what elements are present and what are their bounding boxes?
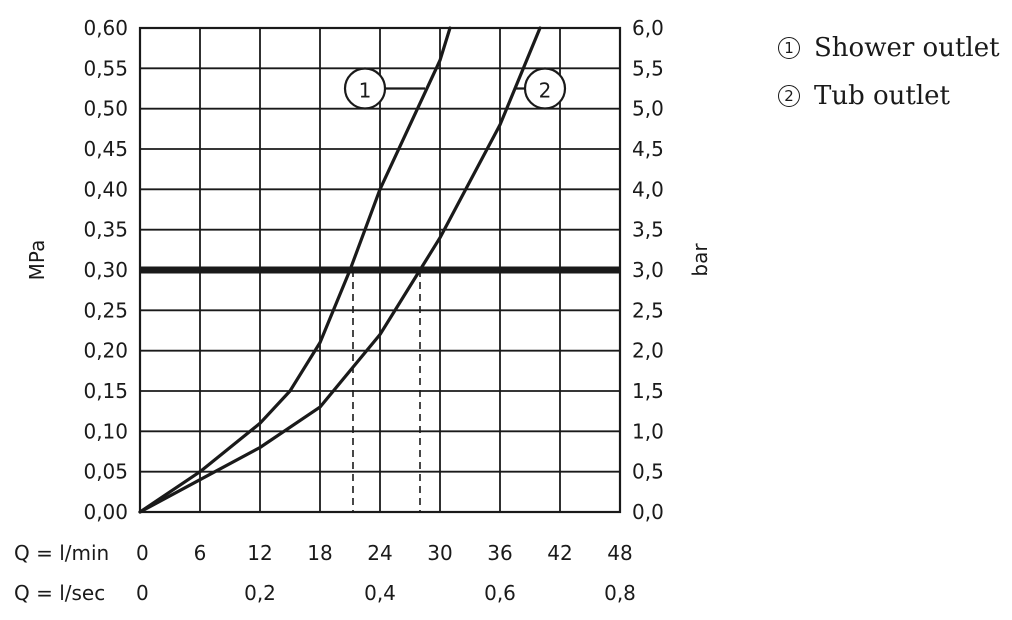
y-right-tick-label: 4,0 [632,177,664,201]
x-tick-label: 6 [194,541,207,565]
y-right-tick-label: 2,0 [632,339,664,363]
x-tick-label: 0 [136,541,149,565]
x-tick-label: 18 [307,541,332,565]
drop-lines [352,270,421,512]
legend-item-shower: 1 Shower outlet [778,24,1000,72]
legend-label-shower: Shower outlet [814,33,1000,63]
callout-number-2: 2 [539,79,552,103]
y-right-tick-label: 3,0 [632,258,664,282]
y-left-tick-label: 0,15 [83,379,128,403]
legend: 1 Shower outlet 2 Tub outlet [778,24,1000,120]
y-left-tick-label: 0,50 [83,97,128,121]
callout-number-1: 1 [359,79,372,103]
legend-marker-2: 2 [778,85,800,107]
x-tick-label: 0,8 [604,581,636,605]
y-right-tick-label: 5,0 [632,97,664,121]
curves [138,26,542,514]
y-left-tick-label: 0,25 [83,298,128,322]
plot-frame [138,26,622,514]
x-tick-label: 0 [136,581,149,605]
y-left-tick-label: 0,40 [83,177,128,201]
y-left-tick-label: 0,45 [83,137,128,161]
y-left-ticks: 0,00 0,05 0,10 0,15 0,20 0,25 0,30 0,35 0,40 0,45… [83,16,128,524]
legend-label-tub: Tub outlet [814,81,950,111]
x-tick-label: 12 [247,541,272,565]
x-tick-label: 30 [427,541,452,565]
y-left-tick-label: 0,05 [83,460,128,484]
y-right-tick-label: 6,0 [632,16,664,40]
x-axis-rows: Q = l/min 0 6 12 18 24 30 36 42 48 Q = l/sec 0 0,2 0,… [14,541,636,605]
callout-circle-2 [523,67,567,110]
curve-series-1 [138,26,452,514]
y-left-axis-title: MPa [25,240,49,281]
y-left-tick-label: 0,20 [83,339,128,363]
y-right-tick-label: 0,5 [632,460,664,484]
y-right-tick-label: 2,5 [632,298,664,322]
curve-series-2 [138,26,542,514]
x-tick-label: 48 [607,541,632,565]
x-row-label: Q = l/sec [14,581,105,605]
y-right-tick-label: 1,0 [632,419,664,443]
y-left-tick-label: 0,00 [83,500,128,524]
y-left-tick-label: 0,35 [83,218,128,242]
legend-item-tub: 2 Tub outlet [778,72,1000,120]
y-left-tick-label: 0,60 [83,16,128,40]
y-left-tick-label: 0,10 [83,419,128,443]
x-row-label: Q = l/min [14,541,109,565]
y-right-tick-label: 4,5 [632,137,664,161]
x-tick-label: 24 [367,541,392,565]
y-right-tick-label: 5,5 [632,56,664,80]
y-left-tick-label: 0,55 [83,56,128,80]
x-tick-label: 0,4 [364,581,396,605]
y-right-ticks: 0,0 0,5 1,0 1,5 2,0 2,5 3,0 3,5 4,0 4,5 5,0 5,5 6,0 [632,16,664,524]
x-tick-label: 42 [547,541,572,565]
x-tick-label: 36 [487,541,512,565]
y-right-tick-label: 1,5 [632,379,664,403]
callout-circle-1 [343,67,387,110]
x-tick-label: 0,2 [244,581,276,605]
x-tick-label: 0,6 [484,581,516,605]
y-left-tick-label: 0,30 [83,258,128,282]
y-right-tick-label: 0,0 [632,500,664,524]
legend-marker-1: 1 [778,37,800,59]
y-right-tick-label: 3,5 [632,218,664,242]
y-right-axis-title: bar [688,243,712,277]
